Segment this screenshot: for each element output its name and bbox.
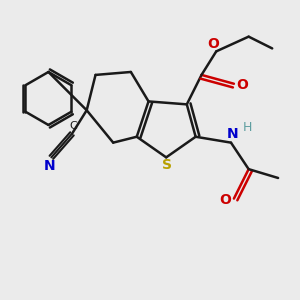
Text: O: O	[236, 78, 248, 92]
Text: C: C	[70, 122, 77, 131]
Text: N: N	[44, 159, 56, 172]
Text: N: N	[226, 128, 238, 141]
Text: S: S	[162, 158, 172, 172]
Text: O: O	[220, 193, 232, 207]
Text: H: H	[242, 121, 252, 134]
Text: O: O	[207, 37, 219, 51]
